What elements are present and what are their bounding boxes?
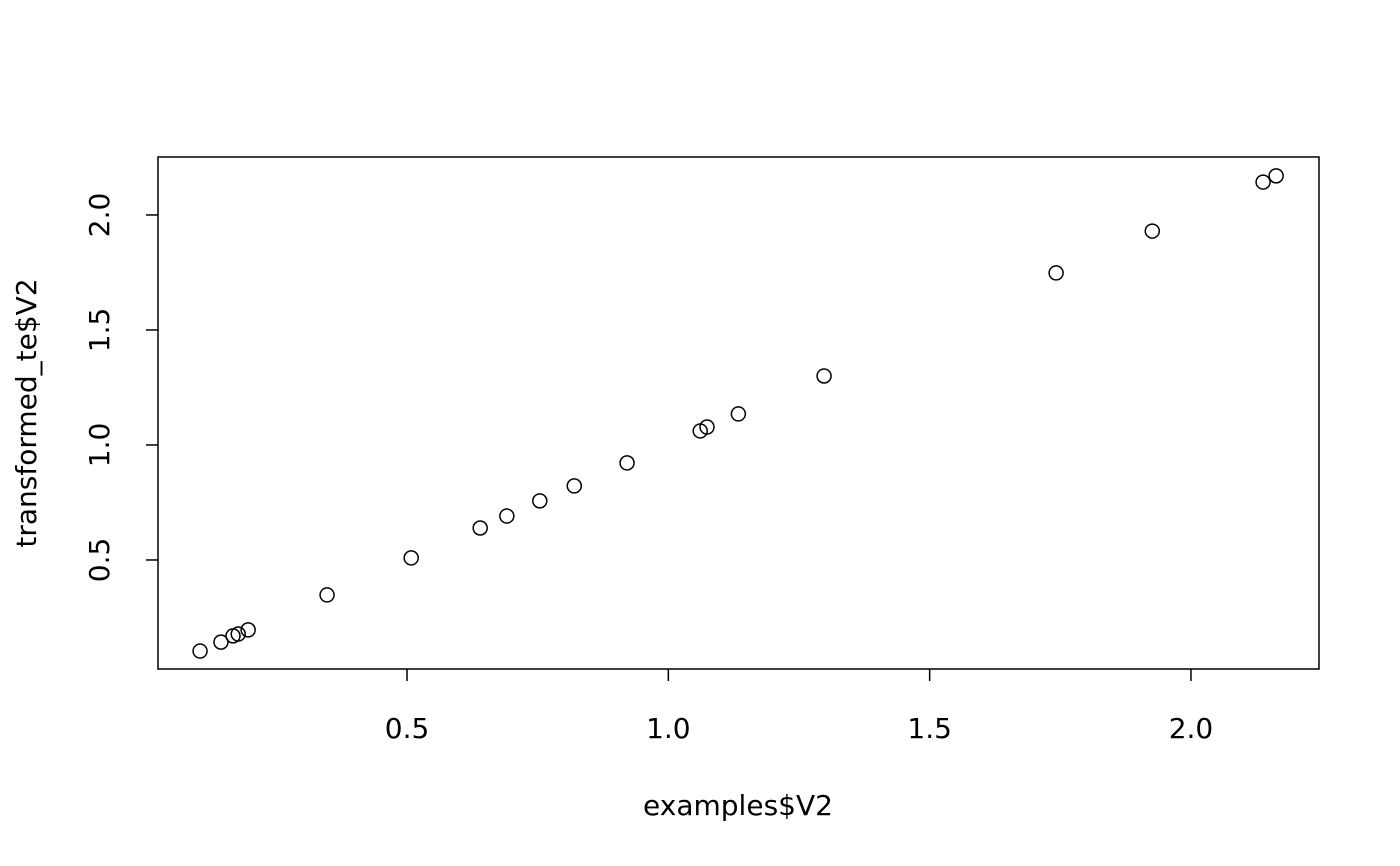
point — [619, 455, 635, 471]
point — [319, 587, 335, 603]
point — [1144, 223, 1161, 239]
x-axis-title: examples$V2 — [643, 789, 833, 822]
point — [730, 406, 747, 422]
point — [1268, 168, 1284, 184]
plot-frame — [157, 156, 1320, 670]
point — [699, 419, 715, 435]
point — [1255, 174, 1271, 190]
point — [532, 493, 548, 509]
point — [499, 508, 515, 524]
y-tick-label: 1.5 — [83, 308, 116, 353]
y-tick-label: 2.0 — [83, 193, 116, 238]
point — [1048, 265, 1064, 281]
point — [230, 626, 246, 642]
point — [403, 550, 419, 566]
point — [472, 520, 488, 536]
y-tick-label: 0.5 — [83, 538, 116, 583]
y-axis-title: transformed_te$V2 — [10, 278, 43, 547]
point — [240, 622, 256, 638]
point — [213, 634, 229, 650]
point — [816, 368, 832, 384]
x-tick-label: 1.0 — [646, 712, 691, 745]
point — [566, 478, 583, 494]
x-tick-label: 0.5 — [385, 712, 430, 745]
x-tick-label: 1.5 — [907, 712, 952, 745]
y-tick-label: 1.0 — [83, 423, 116, 468]
point — [192, 643, 208, 659]
x-tick-label: 2.0 — [1169, 712, 1214, 745]
